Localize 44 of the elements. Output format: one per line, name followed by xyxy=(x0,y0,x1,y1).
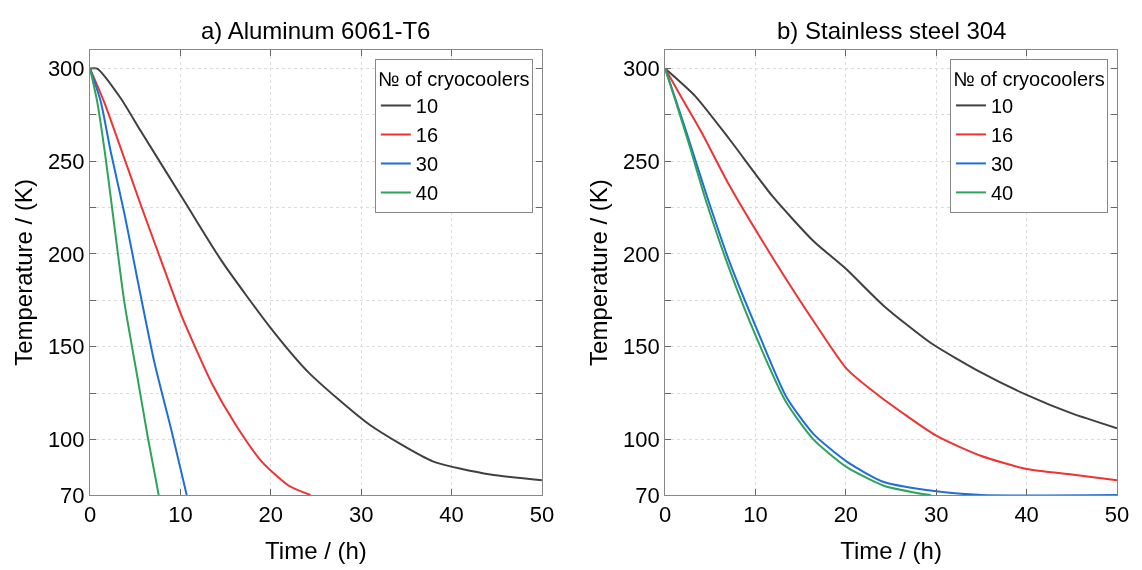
x-tick-label: 30 xyxy=(348,502,374,528)
legend-label: 30 xyxy=(990,153,1014,176)
x-tick-label: 50 xyxy=(1104,502,1130,528)
x-tick-label: 0 xyxy=(83,502,97,528)
y-tick-label: 250 xyxy=(47,148,85,174)
legend-label: 40 xyxy=(415,182,439,205)
line-series xyxy=(665,67,932,495)
x-axis-title: Time / (h) xyxy=(265,536,367,564)
legend-title: № of cryocoolers xyxy=(378,67,530,90)
x-tick-label: 40 xyxy=(439,502,464,528)
y-axis-title: Temperature / (K) xyxy=(585,179,613,366)
x-tick-label: 10 xyxy=(743,502,768,528)
y-tick-label: 300 xyxy=(623,56,660,82)
y-tick-label: 200 xyxy=(623,241,660,267)
x-tick-label: 10 xyxy=(168,502,193,528)
y-axis-title: Temperature / (K) xyxy=(9,179,37,366)
legend-label: 16 xyxy=(415,124,439,147)
legend-label: 16 xyxy=(990,124,1014,147)
legend-title: № of cryocoolers xyxy=(953,67,1105,90)
x-tick-label: 20 xyxy=(833,502,859,528)
x-tick-label: 50 xyxy=(529,502,555,528)
y-tick-label: 200 xyxy=(47,241,85,267)
line-series xyxy=(90,67,188,495)
chart-title: b) Stainless steel 304 xyxy=(777,17,1007,44)
x-tick-label: 20 xyxy=(258,502,283,528)
line-series xyxy=(90,67,160,495)
x-tick-label: 40 xyxy=(1014,502,1039,528)
legend-label: 10 xyxy=(990,95,1014,118)
legend-label: 40 xyxy=(990,182,1014,205)
legend-label: 30 xyxy=(415,153,439,176)
line-series xyxy=(90,67,542,482)
y-tick-label: 100 xyxy=(47,427,85,453)
x-tick-label: 30 xyxy=(924,502,949,528)
y-tick-label: 70 xyxy=(60,482,85,508)
y-tick-label: 150 xyxy=(47,334,85,360)
y-tick-label: 150 xyxy=(623,334,660,360)
y-tick-label: 100 xyxy=(623,427,660,453)
x-tick-label: 0 xyxy=(658,502,672,528)
y-tick-label: 300 xyxy=(47,56,85,82)
legend-label: 10 xyxy=(415,95,439,118)
x-axis-title: Time / (h) xyxy=(840,536,942,564)
y-tick-label: 250 xyxy=(623,148,660,174)
chart-title: a) Aluminum 6061-T6 xyxy=(201,17,431,44)
y-tick-label: 70 xyxy=(635,482,660,508)
